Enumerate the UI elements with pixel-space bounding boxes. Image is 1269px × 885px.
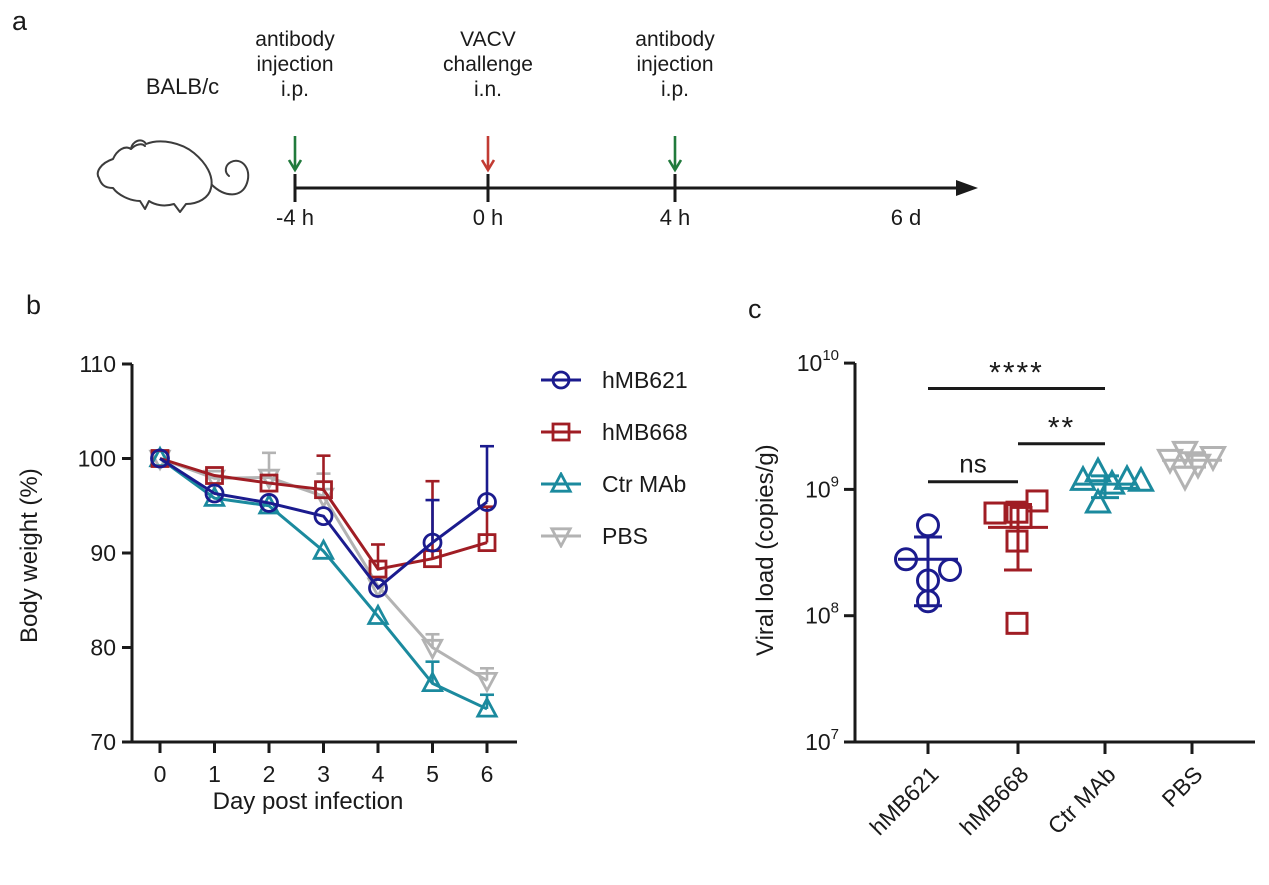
x-tick-label: 6 (481, 761, 494, 787)
event-arrow-icon (287, 136, 303, 173)
group-hMB621 (894, 513, 962, 614)
y-tick-label: 1010 (797, 347, 839, 376)
significance-annotations: ns ****** (928, 356, 1105, 484)
x-tick-label: 2 (263, 761, 276, 787)
y-tick-label: 100 (78, 446, 116, 472)
legend-item-PBS: PBS (538, 522, 688, 549)
group-Ctr MAb (1068, 456, 1156, 514)
group-label: hMB668 (955, 761, 1034, 840)
panel-b-y-axis-title: Body weight (%) (16, 468, 43, 643)
time-label-0h: 0 h (472, 205, 504, 230)
square-legend-marker-icon (541, 422, 581, 442)
mouse-icon (96, 139, 250, 213)
y-tick-label: 110 (79, 351, 116, 377)
legend-label: Ctr MAb (602, 470, 687, 497)
axes: 107 108 109 1010 hMB621 hMB668 Ctr MAb PBS (797, 347, 1255, 840)
time-label-minus4h: -4 h (276, 205, 314, 230)
panel-b-x-axis-title: Day post infection (212, 788, 404, 815)
event-arrow-icon (667, 136, 683, 173)
series-line (159, 457, 488, 571)
body-weight-chart: 70 80 90 100 110 0 1 2 3 4 5 6 (78, 351, 517, 787)
legend-label: PBS (602, 522, 649, 549)
significance-label: **** (989, 356, 1044, 389)
event-label-antibody-2: antibody injection i.p. (635, 28, 715, 101)
mouse-ear (130, 143, 146, 150)
y-tick-label: 107 (805, 726, 839, 755)
series-line (159, 457, 488, 711)
viral-load-chart: 107 108 109 1010 hMB621 hMB668 Ctr MAb PBS ns ***… (797, 347, 1255, 840)
group-hMB668 (983, 489, 1049, 635)
mouse-tail (210, 159, 250, 196)
significance-label: ** (1048, 412, 1075, 445)
timeline-graphic (287, 136, 978, 202)
strain-label: BALB/c (145, 74, 220, 99)
legend-label: hMB621 (602, 366, 688, 393)
legend-item-Ctr MAb: Ctr MAb (538, 470, 688, 497)
y-tick-label: 108 (805, 600, 839, 629)
x-tick-label: 1 (208, 761, 221, 787)
legend-label: hMB668 (602, 418, 688, 445)
mouse-body (96, 139, 213, 213)
legend-item-hMB668: hMB668 (538, 418, 688, 445)
x-tick-label: 3 (317, 761, 330, 787)
event-label-vacv: VACV challenge i.n. (443, 28, 533, 101)
time-label-6d: 6 d (890, 205, 922, 230)
significance-label: ns (959, 449, 986, 479)
timeline-arrowhead (956, 180, 978, 196)
series-line (159, 457, 488, 591)
triangle-up-legend-marker-icon (541, 472, 581, 493)
panel-a-letter: a (12, 6, 28, 36)
triangle-down-legend-marker-icon (541, 527, 581, 548)
x-tick-label: 0 (154, 761, 167, 787)
x-tick-label: 4 (372, 761, 385, 787)
time-label-4h: 4 h (659, 205, 691, 230)
chart-legend: hMB621 hMB668 Ctr MAb PBS (538, 366, 688, 549)
timeline (293, 174, 978, 202)
y-tick-label: 70 (90, 729, 116, 755)
y-tick-label: 90 (90, 540, 116, 566)
y-tick-label: 109 (805, 473, 839, 502)
panel-c-letter: c (748, 294, 762, 324)
axes: 70 80 90 100 110 0 1 2 3 4 5 6 (78, 351, 517, 787)
event-label-antibody-1: antibody injection i.p. (255, 28, 335, 101)
group-label: PBS (1157, 761, 1208, 812)
group-label: hMB621 (865, 761, 944, 840)
series-hMB621 (150, 444, 497, 598)
circle-legend-marker-icon (541, 370, 581, 390)
event-arrow-icon (480, 136, 496, 173)
legend-item-hMB621: hMB621 (538, 366, 688, 393)
y-tick-label: 80 (90, 635, 116, 661)
panel-b-letter: b (26, 290, 42, 320)
x-tick-label: 5 (426, 761, 439, 787)
group-PBS (1155, 440, 1228, 492)
group-label: Ctr MAb (1043, 761, 1121, 839)
